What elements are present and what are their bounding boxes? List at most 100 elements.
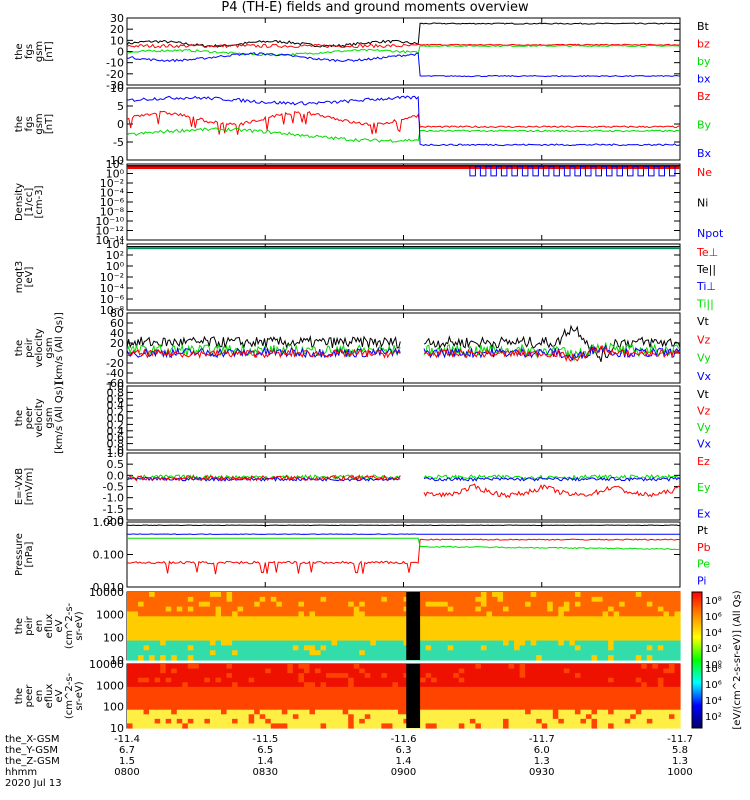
heatmap-cell [187,616,194,622]
heatmap-cell [447,596,454,603]
heatmap-cell [209,691,217,697]
heatmap-cell [497,682,504,688]
heatmap-cell [254,611,261,617]
heatmap-cell [480,705,488,711]
heatmap-peer [127,664,681,729]
heatmap-cell [364,709,371,715]
heatmap-cell [436,709,443,715]
heatmap-cell [348,626,355,632]
heatmap-cell [585,691,593,697]
heatmap-cell [237,616,244,622]
heatmap-cell [270,606,277,613]
heatmap-cell [552,691,559,697]
heatmap-cell [574,696,582,702]
heatmap-cell [420,686,427,693]
heatmap-cell [149,592,156,598]
heatmap-cell [359,668,366,674]
heatmap-cell [204,606,211,613]
heatmap-cell [359,696,366,702]
heatmap-cell [431,655,438,661]
heatmap-cell [342,705,349,711]
heatmap-cell [646,686,653,693]
heatmap-cell [370,606,377,613]
heatmap-cell [198,718,206,725]
heatmap-cell [176,709,183,715]
y-tick-label: -40 [106,367,124,380]
heatmap-cell [127,606,134,613]
x-row-value: -11.6 [391,734,417,745]
heatmap-cell [608,630,615,637]
heatmap-cell [530,645,537,651]
heatmap-cell [315,709,322,715]
heatmap-cell [315,596,322,603]
heatmap-cell [519,635,526,642]
heatmap-cell [149,664,156,670]
heatmap-cell [160,592,167,598]
heatmap-cell [198,696,206,702]
heatmap-cell [281,700,288,706]
heatmap-cell [569,621,576,627]
series-ne [127,165,680,169]
heatmap-cell [348,655,355,661]
heatmap-cell [663,616,670,622]
heatmap-cell [458,673,465,679]
heatmap-cell [602,723,609,729]
heatmap-cell [149,673,156,679]
heatmap-cell [431,714,438,720]
heatmap-cell [646,709,653,715]
heatmap-cell [331,626,338,632]
heatmap-cell [303,592,311,598]
heatmap-cell [431,682,438,688]
heatmap-cell [243,664,250,670]
heatmap-cell [281,673,288,679]
heatmap-cell [381,696,388,702]
heatmap-cell [436,682,443,688]
heatmap-cell [270,596,277,603]
heatmap-cell [635,664,642,670]
heatmap-cell [215,682,222,688]
heatmap-cell [508,691,515,697]
heatmap-cell [397,655,405,661]
heatmap-cell [154,592,161,598]
heatmap-cell [585,700,593,706]
heatmap-cell [668,673,676,679]
heatmap-cell [270,655,277,661]
heatmap-cell [591,630,598,637]
heatmap-cell [436,664,443,670]
y-axis-label: gsm [34,113,45,134]
heatmap-cell [453,700,460,706]
heatmap-cell [375,705,382,711]
heatmap-cell [254,668,261,674]
heatmap-cell [624,709,631,715]
heatmap-cell [674,723,681,729]
heatmap-cell [613,601,620,608]
heatmap-cell [591,686,598,693]
heatmap-cell [138,709,145,715]
heatmap-cell [397,640,405,647]
heatmap-cell [613,677,620,683]
heatmap-cell [315,611,322,617]
heatmap-cell [176,611,183,617]
heatmap-cell [237,723,244,729]
heatmap-cell [558,630,565,637]
heatmap-cell [458,596,465,603]
heatmap-cell [630,630,637,637]
heatmap-cell [420,640,427,647]
heatmap-cell [541,626,548,632]
heatmap-cell [298,645,305,651]
heatmap-cell [248,650,255,656]
heatmap-cell [182,635,189,642]
heatmap-cell [431,601,438,608]
heatmap-cell [281,668,288,674]
heatmap-cell [442,673,449,679]
heatmap-cell [198,645,206,651]
heatmap-cell [558,709,565,715]
heatmap-cell [270,664,277,670]
heatmap-cell [171,645,178,651]
heatmap-cell [480,714,488,720]
heatmap-cell [641,664,648,670]
heatmap-cell [657,650,665,656]
heatmap-cell [458,650,465,656]
heatmap-cell [359,635,366,642]
x-row-label: the_Y-GSM [5,745,58,756]
